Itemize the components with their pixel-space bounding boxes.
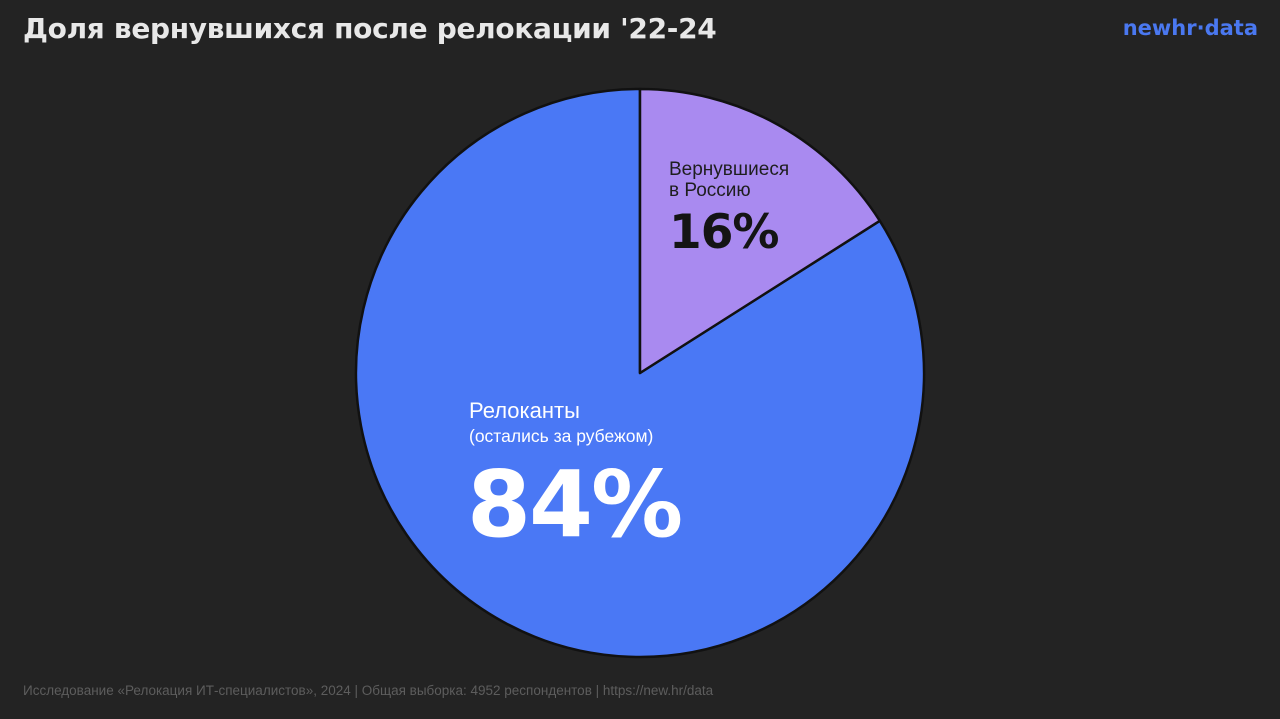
relocants-label-line-1: Релоканты: [469, 398, 580, 423]
returned-label-line-2: в Россию: [669, 180, 751, 201]
relocants-value-label: 84%: [467, 451, 681, 558]
returned-value-label: 16%: [669, 205, 779, 260]
pie-slice-returned: [638, 87, 882, 375]
source-footnote: Исследование «Релокация ИТ-специалистов»…: [23, 683, 714, 698]
brand-logo: newhr·data: [1122, 16, 1258, 40]
relocants-label-line-2: (остались за рубежом): [469, 426, 653, 446]
returned-label-line-1: Вернувшиеся: [669, 159, 789, 180]
page-title: Доля вернувшихся после релокации '22-24: [23, 12, 717, 45]
